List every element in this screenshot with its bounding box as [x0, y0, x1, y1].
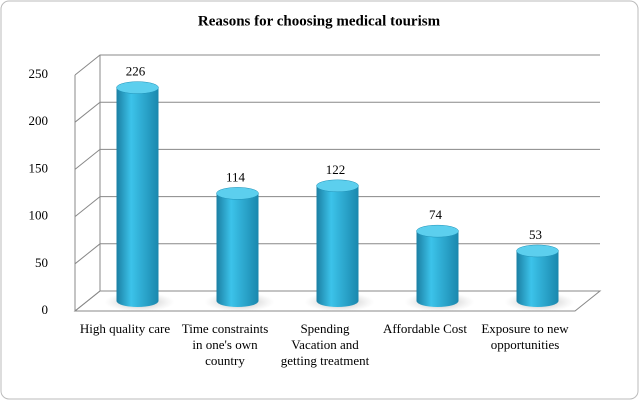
- value-label: 114: [226, 169, 246, 184]
- y-tick-label: 0: [42, 302, 49, 317]
- grid-line: [74, 148, 600, 170]
- grid-line: [74, 101, 600, 123]
- bar: [316, 185, 359, 307]
- x-tick-label: Exposure to new opportunities: [481, 321, 569, 352]
- value-label: 226: [126, 64, 146, 79]
- y-tick-label: 150: [29, 160, 49, 175]
- x-tick-label: Spending Vacation and getting treatment: [280, 321, 370, 368]
- bar-top: [216, 187, 259, 200]
- y-tick-label: 200: [29, 113, 49, 128]
- value-label: 53: [529, 227, 542, 242]
- bar-top: [516, 244, 559, 258]
- y-tick-label: 50: [35, 255, 48, 270]
- bar: [116, 87, 159, 307]
- value-label: 122: [326, 162, 346, 177]
- y-tick-label: 100: [29, 208, 49, 223]
- bar-top: [316, 179, 359, 193]
- x-tick-label: High quality care: [79, 321, 171, 336]
- x-tick-label: Time constraints in one's own country: [181, 321, 269, 368]
- grid-line: [74, 54, 600, 76]
- value-label: 74: [429, 207, 443, 222]
- bar: [516, 250, 559, 307]
- bar-top: [116, 81, 159, 94]
- y-tick-label: 250: [29, 66, 49, 81]
- chart-title: Reasons for choosing medical tourism: [198, 13, 441, 29]
- grid-line: [74, 196, 600, 217]
- bar: [216, 193, 259, 307]
- bar: [416, 231, 459, 307]
- bar-top: [416, 224, 459, 238]
- x-tick-label: Affordable Cost: [383, 321, 467, 336]
